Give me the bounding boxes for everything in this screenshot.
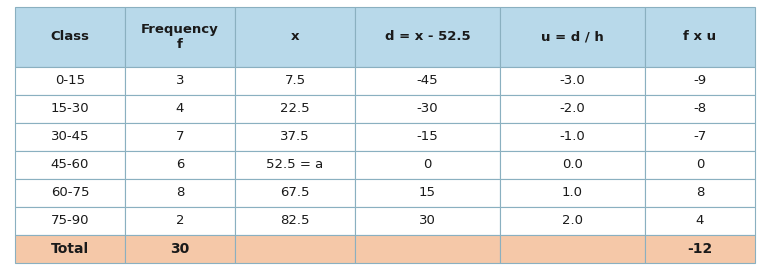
Bar [355,67,500,95]
Bar [355,95,500,123]
Text: -8: -8 [694,103,707,116]
Text: -15: -15 [417,130,438,143]
Bar [15,123,125,151]
Bar [500,7,645,67]
Text: 15: 15 [419,187,436,200]
Text: 8: 8 [176,187,184,200]
Bar [645,95,755,123]
Bar [15,179,125,207]
Text: 45-60: 45-60 [51,158,89,171]
Text: 30-45: 30-45 [51,130,89,143]
Text: Total: Total [51,242,89,256]
Text: 6: 6 [176,158,184,171]
Bar [500,179,645,207]
Bar [645,207,755,235]
Bar [15,235,125,263]
Bar [500,151,645,179]
Bar [15,207,125,235]
Text: f x u: f x u [684,31,717,43]
Bar [235,151,355,179]
Text: 8: 8 [696,187,705,200]
Text: 15-30: 15-30 [51,103,89,116]
Text: -45: -45 [417,75,438,87]
Bar [125,179,235,207]
Text: 30: 30 [419,214,436,228]
Text: 1.0: 1.0 [562,187,583,200]
Bar [355,7,500,67]
Text: 30: 30 [170,242,189,256]
Bar [15,95,125,123]
Bar [235,95,355,123]
Text: x: x [291,31,300,43]
Text: 75-90: 75-90 [51,214,89,228]
Bar [125,151,235,179]
Bar [235,123,355,151]
Text: u = d / h: u = d / h [541,31,604,43]
Bar [125,123,235,151]
Bar [500,123,645,151]
Text: -30: -30 [417,103,438,116]
Text: 2.0: 2.0 [562,214,583,228]
Text: -3.0: -3.0 [560,75,585,87]
Bar [235,7,355,67]
Bar [500,235,645,263]
Bar [235,235,355,263]
Text: -1.0: -1.0 [560,130,585,143]
Bar [500,67,645,95]
Text: 4: 4 [696,214,705,228]
Bar [235,207,355,235]
Text: 22.5: 22.5 [280,103,310,116]
Bar [500,95,645,123]
Text: 82.5: 82.5 [280,214,310,228]
Bar [645,151,755,179]
Bar [125,67,235,95]
Text: -7: -7 [693,130,707,143]
Bar [125,95,235,123]
Bar [15,67,125,95]
Text: 0: 0 [424,158,432,171]
Text: 0.0: 0.0 [562,158,583,171]
Text: 60-75: 60-75 [51,187,89,200]
Bar [355,207,500,235]
Bar [500,207,645,235]
Text: -9: -9 [694,75,707,87]
Text: 67.5: 67.5 [280,187,310,200]
Bar [355,235,500,263]
Text: 37.5: 37.5 [280,130,310,143]
Bar [355,123,500,151]
Text: -2.0: -2.0 [560,103,585,116]
Bar [645,67,755,95]
Bar [125,207,235,235]
Bar [645,123,755,151]
Text: Class: Class [51,31,89,43]
Bar [355,179,500,207]
Bar [355,151,500,179]
Bar [15,151,125,179]
Bar [645,179,755,207]
Bar [15,7,125,67]
Bar [645,235,755,263]
Text: 0-15: 0-15 [55,75,85,87]
Text: 52.5 = a: 52.5 = a [266,158,323,171]
Text: 3: 3 [176,75,184,87]
Bar [235,179,355,207]
Text: 7: 7 [176,130,184,143]
Bar [645,7,755,67]
Text: d = x - 52.5: d = x - 52.5 [385,31,470,43]
Text: -12: -12 [688,242,712,256]
Text: 0: 0 [696,158,705,171]
Text: 2: 2 [176,214,184,228]
Text: 7.5: 7.5 [284,75,306,87]
Bar [235,67,355,95]
Text: Frequency
f: Frequency f [141,23,219,51]
Text: 4: 4 [176,103,184,116]
Bar [125,7,235,67]
Bar [125,235,235,263]
